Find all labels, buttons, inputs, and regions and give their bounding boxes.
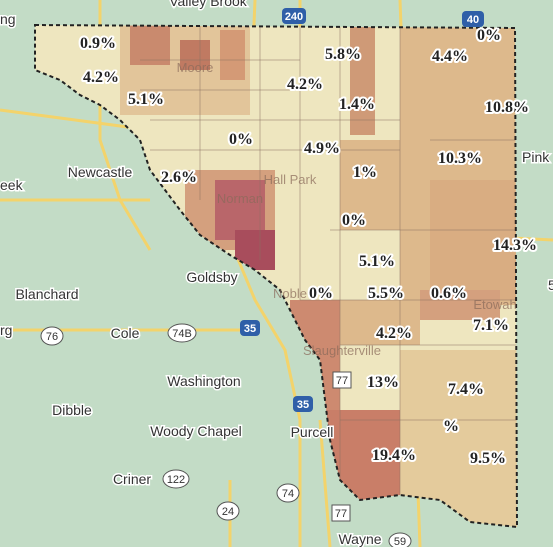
place-name: Washington — [167, 373, 240, 389]
percent-labels: 0.9% 4.2% 5.1% 5.8% 4.2% 1.4% 0% 4.4% 10… — [78, 25, 539, 469]
place-name: rg — [0, 322, 12, 338]
percent-label: 10.8% — [485, 99, 529, 116]
shields: 240 40 76 74B 35 35 77 122 74 24 77 59 — [40, 8, 484, 547]
place-name: ng — [0, 11, 16, 27]
place-name: Valley Brook — [169, 0, 248, 9]
shield-label: 77 — [336, 375, 348, 387]
place-name: Blanchard — [15, 286, 78, 302]
percent-label: 19.4% — [372, 447, 416, 464]
shield-label: 35 — [244, 323, 256, 335]
place-name: Norman — [217, 191, 263, 206]
percent-label: 10.3% — [438, 150, 482, 167]
place-name: Etowah — [473, 297, 516, 312]
percent-label: 5.1% — [359, 253, 395, 270]
place-name: 5 — [548, 277, 553, 293]
county-outline — [34, 23, 519, 529]
percent-label: 1% — [353, 164, 377, 181]
shield-label: 40 — [467, 14, 479, 26]
percent-label: 4.4% — [432, 48, 468, 65]
percent-label: 4.9% — [304, 140, 340, 157]
place-name: Criner — [113, 471, 151, 487]
shield-label: 76 — [46, 331, 58, 343]
shield-label: 74B — [172, 328, 192, 340]
percent-label: 7.4% — [448, 381, 484, 398]
shield-label: 74 — [282, 488, 294, 500]
percent-label: 4.2% — [376, 325, 412, 342]
place-name: eek — [0, 177, 24, 193]
place-name: Noble — [273, 286, 307, 301]
shield-label: 59 — [394, 536, 406, 547]
percent-label: % — [443, 418, 459, 435]
place-name: Woody Chapel — [150, 423, 242, 439]
percent-label: 5.5% — [368, 285, 404, 302]
percent-label: 7.1% — [473, 317, 509, 334]
place-name: Slaughterville — [303, 343, 381, 358]
percent-label: 1.4% — [339, 96, 375, 113]
place-name: Goldsby — [186, 269, 237, 285]
percent-label: 5.1% — [128, 91, 164, 108]
place-name: Dibble — [52, 402, 92, 418]
place-name: Cole — [111, 325, 140, 341]
percent-label: 5.8% — [325, 46, 361, 63]
percent-label: 0% — [342, 212, 366, 229]
shield-label: 35 — [297, 399, 309, 411]
place-name: Pink — [522, 149, 550, 165]
shield-label: 122 — [167, 474, 185, 486]
place-name: Wayne — [338, 531, 381, 547]
percent-label: 0% — [229, 131, 253, 148]
percent-label: 2.6% — [161, 169, 197, 186]
percent-label: 4.2% — [287, 76, 323, 93]
place-name: Newcastle — [68, 164, 133, 180]
percent-label: 0% — [309, 285, 333, 302]
percent-label: 9.5% — [470, 450, 506, 467]
percent-label: 4.2% — [83, 69, 119, 86]
percent-label: 0.6% — [431, 285, 467, 302]
place-name: Purcell — [291, 424, 334, 440]
place-name: Hall Park — [264, 172, 317, 187]
percent-label: 14.3% — [493, 237, 537, 254]
shield-label: 24 — [222, 506, 234, 518]
percent-label: 13% — [367, 374, 399, 391]
shield-label: 77 — [335, 508, 347, 520]
place-name: Moore — [177, 60, 214, 75]
percent-label: 0.9% — [80, 35, 116, 52]
shield-label: 240 — [285, 11, 303, 23]
percent-label: 0% — [477, 27, 501, 44]
